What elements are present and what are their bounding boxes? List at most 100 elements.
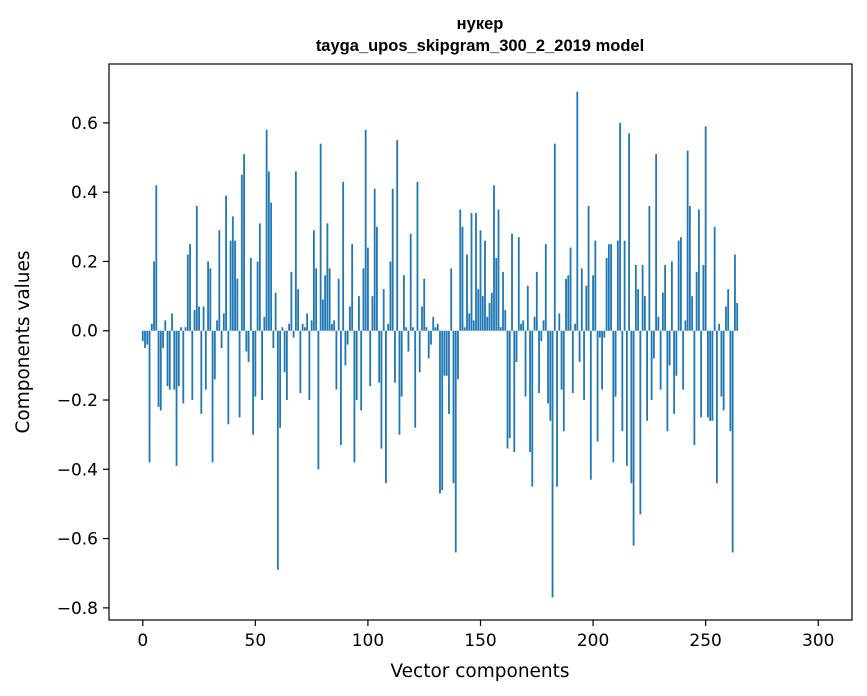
bar-135 xyxy=(445,330,448,376)
bar-225 xyxy=(648,206,651,331)
bar-102 xyxy=(371,296,374,331)
bar-42 xyxy=(236,278,239,331)
bar-101 xyxy=(369,330,372,387)
bar-201 xyxy=(594,240,597,331)
bar-112 xyxy=(394,330,396,383)
bar-47 xyxy=(247,330,250,362)
bar-80 xyxy=(321,299,324,331)
bar-39 xyxy=(229,240,232,331)
bar-59 xyxy=(274,292,277,331)
bar-0 xyxy=(141,330,144,342)
bars-group xyxy=(141,91,739,598)
bar-41 xyxy=(234,240,236,331)
bar-62 xyxy=(281,327,284,331)
x-tick-label: 150 xyxy=(464,631,496,651)
bar-34 xyxy=(218,230,221,331)
bar-147 xyxy=(472,320,475,331)
bar-261 xyxy=(729,330,732,432)
y-tick-label: −0.6 xyxy=(57,530,98,550)
bar-140 xyxy=(457,330,459,380)
bar-30 xyxy=(209,268,212,331)
bar-171 xyxy=(526,285,529,331)
bar-38 xyxy=(227,330,230,425)
bar-196 xyxy=(583,330,585,401)
bar-25 xyxy=(198,306,200,331)
bar-148 xyxy=(475,212,477,331)
bar-73 xyxy=(306,313,309,331)
bar-155 xyxy=(490,292,493,331)
bar-226 xyxy=(650,330,653,401)
bar-56 xyxy=(267,171,270,331)
bar-166 xyxy=(515,330,518,362)
bar-104 xyxy=(376,226,378,331)
bar-242 xyxy=(686,150,689,331)
bar-207 xyxy=(607,244,610,331)
bar-233 xyxy=(666,330,669,432)
x-axis-ticks: 0 50 100 150 200 250 300 xyxy=(137,620,834,651)
bar-178 xyxy=(542,320,545,331)
bar-154 xyxy=(488,303,491,331)
bar-33 xyxy=(216,320,218,331)
bar-181 xyxy=(549,330,552,421)
bar-27 xyxy=(202,306,205,331)
bar-26 xyxy=(200,330,203,414)
bar-124 xyxy=(421,306,423,331)
bar-213 xyxy=(621,330,624,432)
bar-245 xyxy=(693,330,696,446)
bar-186 xyxy=(560,330,563,390)
bar-150 xyxy=(479,230,482,331)
bar-70 xyxy=(299,330,302,394)
bar-20 xyxy=(186,254,189,331)
bar-8 xyxy=(159,330,162,411)
bar-145 xyxy=(468,313,471,331)
bar-94 xyxy=(353,330,356,463)
bar-141 xyxy=(459,209,462,331)
bar-106 xyxy=(380,330,383,449)
bar-75 xyxy=(310,320,313,331)
bar-65 xyxy=(288,323,291,331)
y-tick-label: −0.2 xyxy=(57,391,98,411)
bar-136 xyxy=(448,330,450,414)
bar-40 xyxy=(231,216,234,331)
bar-209 xyxy=(612,330,615,463)
chart-title-line1: нукер xyxy=(457,15,504,33)
y-axis-label: Components values xyxy=(13,250,34,433)
bar-1 xyxy=(144,330,146,349)
bar-153 xyxy=(486,316,489,331)
bar-164 xyxy=(511,233,513,331)
bar-110 xyxy=(389,261,392,331)
bar-131 xyxy=(436,323,439,331)
bar-52 xyxy=(258,223,261,331)
bar-127 xyxy=(427,330,430,359)
bar-109 xyxy=(387,323,390,331)
bar-174 xyxy=(533,316,536,331)
bar-21 xyxy=(189,244,191,331)
bar-252 xyxy=(709,330,712,421)
bar-88 xyxy=(340,330,342,446)
bar-156 xyxy=(493,185,495,331)
bar-107 xyxy=(382,289,385,331)
bar-214 xyxy=(623,240,626,331)
bar-194 xyxy=(578,330,581,362)
bar-224 xyxy=(646,330,649,421)
bar-203 xyxy=(598,330,601,338)
bar-35 xyxy=(220,330,223,349)
bar-87 xyxy=(337,278,340,331)
bar-108 xyxy=(385,330,387,484)
bar-86 xyxy=(335,330,338,390)
bar-163 xyxy=(508,330,511,439)
y-axis-ticks: −0.8 −0.6 −0.4 −0.2 0.0 0.2 0.4 0.6 xyxy=(57,114,109,619)
bar-67 xyxy=(292,330,295,338)
bar-113 xyxy=(396,140,399,331)
bar-82 xyxy=(326,223,329,331)
x-tick-label: 300 xyxy=(802,631,834,651)
bar-167 xyxy=(517,237,520,331)
y-tick-label: 0.0 xyxy=(71,322,98,342)
x-tick-label: 50 xyxy=(245,631,267,651)
bar-241 xyxy=(684,320,687,331)
bar-257 xyxy=(720,330,723,397)
bar-121 xyxy=(414,330,417,428)
bar-216 xyxy=(628,133,630,331)
bar-152 xyxy=(484,240,486,331)
bar-238 xyxy=(677,240,680,331)
